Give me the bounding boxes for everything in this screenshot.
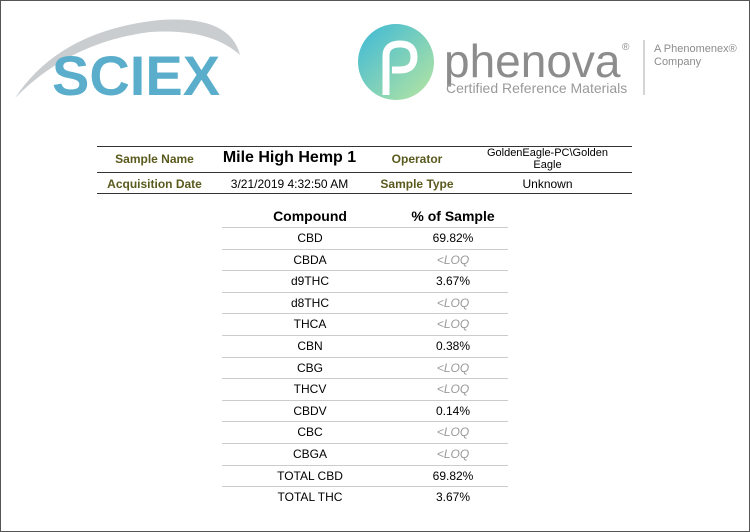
percent: 69.82% <box>432 468 474 483</box>
table-row: CBD 69.82% <box>222 227 508 250</box>
operator: GoldenEagle-PC\Golden Eagle <box>486 147 609 171</box>
compound: CBDA <box>293 252 327 267</box>
sample-type: Unknown <box>522 177 573 191</box>
compound: TOTAL CBD <box>277 468 343 483</box>
table-row: d8THC <LOQ <box>222 291 508 315</box>
percent: <LOQ <box>436 447 470 461</box>
percent: 3.67% <box>435 490 471 505</box>
table-row: CBDV 0.14% <box>222 399 508 423</box>
percent: <LOQ <box>436 317 470 332</box>
phenova-logo: phenova <box>444 35 621 87</box>
table-row: TOTAL CBD 69.82% <box>222 464 508 488</box>
compound: THCA <box>293 317 327 332</box>
sciex-logo: SCIEX <box>52 44 220 107</box>
sample-name: Mile High Hemp 1 <box>222 149 357 166</box>
compound: CBC <box>297 425 323 440</box>
phenova-mark <box>382 40 418 95</box>
table-row: CBC <LOQ <box>222 421 508 444</box>
percent: 0.14% <box>435 403 471 418</box>
percent: <LOQ <box>436 382 470 397</box>
acquisition-date: 3/21/2019 4:32:50 AM <box>230 177 349 191</box>
label: Sample Type <box>380 177 454 191</box>
label: Sample Name <box>115 152 194 166</box>
percent: <LOQ <box>436 295 470 310</box>
compound: TOTAL THC <box>277 490 343 505</box>
percent: <LOQ <box>436 425 470 440</box>
rule <box>97 146 632 147</box>
registered-mark: ® <box>622 42 630 53</box>
compound: CBDV <box>293 403 327 418</box>
table-row: THCV <LOQ <box>222 378 508 401</box>
table-row: THCA <LOQ <box>222 313 508 336</box>
label: Operator <box>391 152 443 166</box>
compound: CBD <box>297 231 323 245</box>
table-row: d9THC 3.67% <box>222 270 508 293</box>
table-row: CBDA <LOQ <box>222 248 508 272</box>
compound: d9THC <box>290 274 329 289</box>
rule <box>97 193 632 194</box>
percent: 69.82% <box>432 231 474 245</box>
logos: SCIEX phenova ® Certified Reference Mate… <box>15 19 737 107</box>
parent-company: A Phenomenex® <box>654 43 737 55</box>
column-header: Compound <box>273 208 347 224</box>
percent: <LOQ <box>436 360 470 375</box>
compound: CBGA <box>292 447 327 461</box>
compound: d8THC <box>290 295 329 310</box>
tagline: Certified Reference Materials <box>446 80 627 96</box>
label: Acquisition Date <box>107 177 202 191</box>
column-header: % of Sample <box>411 208 495 224</box>
percent: 3.67% <box>435 274 471 289</box>
compound: THCV <box>293 382 327 397</box>
table-row: CBG <LOQ <box>222 356 508 380</box>
compound: CBN <box>297 339 323 353</box>
table-row: CBGA <LOQ <box>222 443 508 466</box>
table-row: CBN 0.38% <box>222 335 508 358</box>
percent: 0.38% <box>435 339 471 353</box>
percent: <LOQ <box>436 252 470 267</box>
compound: CBG <box>296 360 323 375</box>
phenova-circle <box>358 24 434 100</box>
rule <box>97 172 632 173</box>
logo-swoosh <box>15 19 240 99</box>
table-row: TOTAL THC 3.67% <box>222 486 508 509</box>
parent-company-line2: Company <box>654 56 702 68</box>
